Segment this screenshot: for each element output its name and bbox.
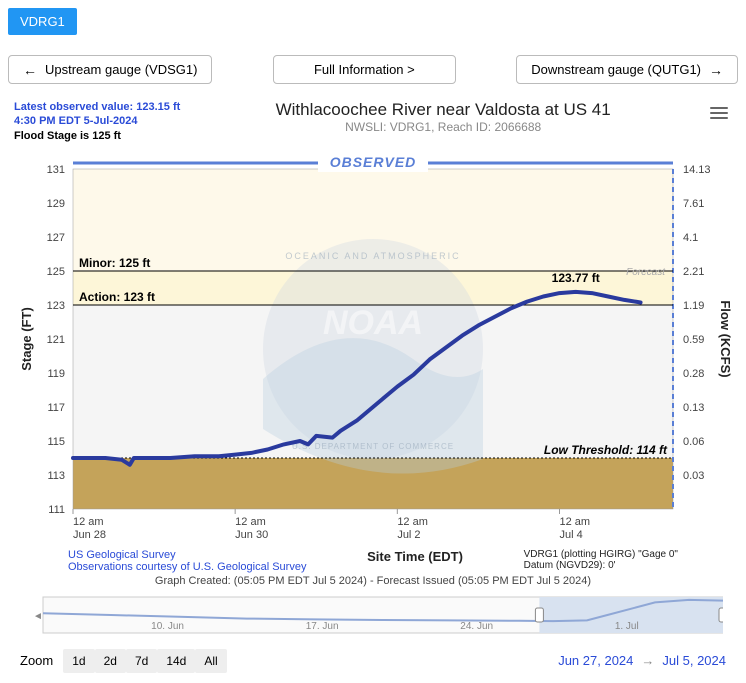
meta-left: Latest observed value: 123.15 ft 4:30 PM… [14,100,180,143]
courtesy-link[interactable]: Observations courtesy of U.S. Geological… [68,561,306,573]
nav-row: ← Upstream gauge (VDSG1) Full Informatio… [8,55,738,84]
svg-text:14.13: 14.13 [683,164,711,176]
downstream-label: Downstream gauge (QUTG1) [531,62,701,77]
gauge-badge[interactable]: VDRG1 [8,8,77,35]
svg-text:131: 131 [47,164,65,176]
zoom-2d-button[interactable]: 2d [95,649,126,673]
zoom-1d-button[interactable]: 1d [63,649,94,673]
plotting-line-2: Datum (NGVD29): 0' [524,560,678,571]
zoom-14d-button[interactable]: 14d [157,649,195,673]
svg-text:0.06: 0.06 [683,436,704,448]
latest-observed: Latest observed value: 123.15 ft [14,100,180,114]
arrow-right-icon: → [709,63,723,77]
svg-text:12 am: 12 am [73,516,104,528]
svg-text:U.S. DEPARTMENT OF COMMERCE: U.S. DEPARTMENT OF COMMERCE [292,442,454,451]
svg-text:0.28: 0.28 [683,368,704,380]
upstream-label: Upstream gauge (VDSG1) [45,62,197,77]
svg-text:12 am: 12 am [397,516,428,528]
arrow-right-icon: → [641,653,654,668]
svg-text:Stage (FT): Stage (FT) [19,307,34,371]
svg-text:123: 123 [47,300,65,312]
range-dates: Jun 27, 2024 → Jul 5, 2024 [558,653,726,668]
flood-stage: Flood Stage is 125 ft [14,129,180,143]
downstream-button[interactable]: Downstream gauge (QUTG1) → [516,55,738,84]
svg-text:1. Jul: 1. Jul [615,621,639,632]
svg-text:0.59: 0.59 [683,334,704,346]
upstream-button[interactable]: ← Upstream gauge (VDSG1) [8,55,212,84]
svg-text:NOAA: NOAA [323,304,423,342]
svg-text:111: 111 [48,504,65,516]
svg-text:12 am: 12 am [559,516,590,528]
full-info-label: Full Information > [314,62,415,77]
credits-left: US Geological Survey Observations courte… [68,549,306,573]
meta-row: Latest observed value: 123.15 ft 4:30 PM… [8,100,738,143]
svg-text:121: 121 [47,334,65,346]
svg-text:Low Threshold: 114 ft: Low Threshold: 114 ft [544,443,668,457]
range-to[interactable]: Jul 5, 2024 [662,653,726,668]
hamburger-icon[interactable] [706,100,732,126]
full-info-button[interactable]: Full Information > [273,55,456,84]
svg-text:17. Jun: 17. Jun [306,621,339,632]
svg-text:Jun 30: Jun 30 [235,529,268,541]
svg-text:129: 129 [47,198,65,210]
svg-text:10. Jun: 10. Jun [151,621,184,632]
range-from[interactable]: Jun 27, 2024 [558,653,633,668]
graph-created: Graph Created: (05:05 PM EDT Jul 5 2024)… [8,575,738,587]
svg-text:Minor: 125 ft: Minor: 125 ft [79,256,150,270]
svg-text:Action: 123 ft: Action: 123 ft [79,290,155,304]
zoom-label: Zoom [20,653,53,668]
svg-text:Jul 2: Jul 2 [397,529,420,541]
svg-text:127: 127 [47,232,65,244]
usgs-link[interactable]: US Geological Survey [68,549,306,561]
svg-text:119: 119 [47,368,65,380]
chart-subtitle: NWSLI: VDRG1, Reach ID: 2066688 [180,120,706,134]
svg-text:0.13: 0.13 [683,402,704,414]
latest-timestamp: 4:30 PM EDT 5-Jul-2024 [14,114,180,128]
zoom-row: Zoom 1d2d7d14dAll Jun 27, 2024 → Jul 5, … [8,643,738,673]
svg-text:2.21: 2.21 [683,266,704,278]
svg-text:Flow (KCFS): Flow (KCFS) [718,300,733,377]
chart-svg: NOAA OCEANIC AND ATMOSPHERIC U.S. DEPARTME… [13,147,733,547]
svg-text:24. Jun: 24. Jun [460,621,493,632]
hydrograph-chart: NOAA OCEANIC AND ATMOSPHERIC U.S. DEPARTME… [8,147,738,547]
credits-right: VDRG1 (plotting HGIRG) "Gage 0" Datum (N… [524,549,678,573]
svg-text:Jun 28: Jun 28 [73,529,106,541]
svg-text:0.03: 0.03 [683,470,704,482]
plotting-line-1: VDRG1 (plotting HGIRG) "Gage 0" [524,549,678,560]
svg-text:OCEANIC AND ATMOSPHERIC: OCEANIC AND ATMOSPHERIC [285,251,460,261]
overview-chart[interactable]: ◄►10. Jun17. Jun24. Jun1. Jul [23,593,723,643]
svg-text:1.19: 1.19 [683,300,704,312]
svg-text:117: 117 [47,402,65,414]
site-time-label: Site Time (EDT) [367,549,463,573]
svg-text:115: 115 [47,436,65,448]
svg-text:Forecast: Forecast [626,267,666,278]
svg-text:OBSERVED: OBSERVED [330,154,417,170]
credits-row: US Geological Survey Observations courte… [8,547,738,573]
zoom-all-button[interactable]: All [195,649,226,673]
svg-text:125: 125 [47,266,65,278]
arrow-left-icon: ← [23,63,37,77]
meta-center: Withlacoochee River near Valdosta at US … [180,100,706,134]
svg-text:123.77 ft: 123.77 ft [552,271,600,285]
svg-text:Jul 4: Jul 4 [559,529,582,541]
svg-text:113: 113 [47,470,65,482]
zoom-7d-button[interactable]: 7d [126,649,157,673]
svg-text:12 am: 12 am [235,516,266,528]
zoom-group: Zoom 1d2d7d14dAll [20,649,227,673]
svg-text:4.1: 4.1 [683,232,698,244]
svg-text:7.61: 7.61 [683,198,704,210]
svg-text:◄: ◄ [33,611,43,622]
chart-title: Withlacoochee River near Valdosta at US … [180,100,706,120]
